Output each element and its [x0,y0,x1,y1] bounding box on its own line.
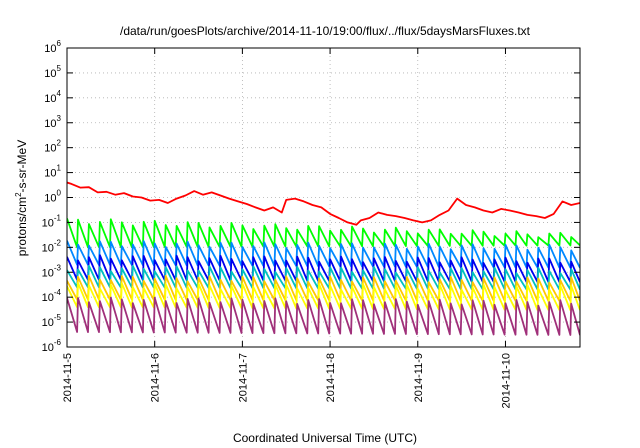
y-tick-label: 101 [44,164,61,180]
series-line-7 [67,282,580,311]
y-tick-label: 100 [44,189,61,205]
y-tick-label: 102 [44,139,61,155]
series-line-8 [67,296,580,336]
y-tick-labels: 10-6 10-5 10-4 10-3 10-2 10-1 100 101 102 103 104 1… [42,39,62,354]
series-group [67,181,580,336]
y-axis-label: protons/cm2-s-sr-MeV [14,140,29,256]
x-tick-label: 2014-11-6 [150,353,162,402]
x-tick-label: 2014-11-10 [500,353,512,408]
series-line-3 [67,240,580,269]
x-axis-label: Coordinated Universal Time (UTC) [233,431,417,445]
x-tick-label: 2014-11-9 [413,353,425,402]
x-tick-label: 2014-11-8 [325,353,337,402]
ticks [66,47,580,348]
y-tick-label: 10-4 [42,288,62,304]
y-tick-label: 10-5 [42,313,62,329]
x-tick-label: 2014-11-7 [237,353,249,402]
grid [67,48,580,347]
x-tick-label: 2014-11-5 [62,353,74,402]
y-tick-label: 105 [44,64,61,80]
chart-title: /data/run/goesPlots/archive/2014-11-10/1… [120,24,531,38]
y-tick-label: 10-2 [42,238,62,254]
series-line-1 [67,181,580,226]
y-tick-label: 106 [44,39,61,55]
y-tick-label: 104 [44,89,61,105]
y-tick-label: 10-6 [42,338,62,354]
y-tick-label: 103 [44,114,61,130]
y-tick-label: 10-1 [42,213,62,229]
y-tick-label: 10-3 [42,263,62,279]
x-tick-labels: 2014-11-5 2014-11-6 2014-11-7 2014-11-8 2014… [62,353,512,408]
series-line-2 [67,218,580,249]
